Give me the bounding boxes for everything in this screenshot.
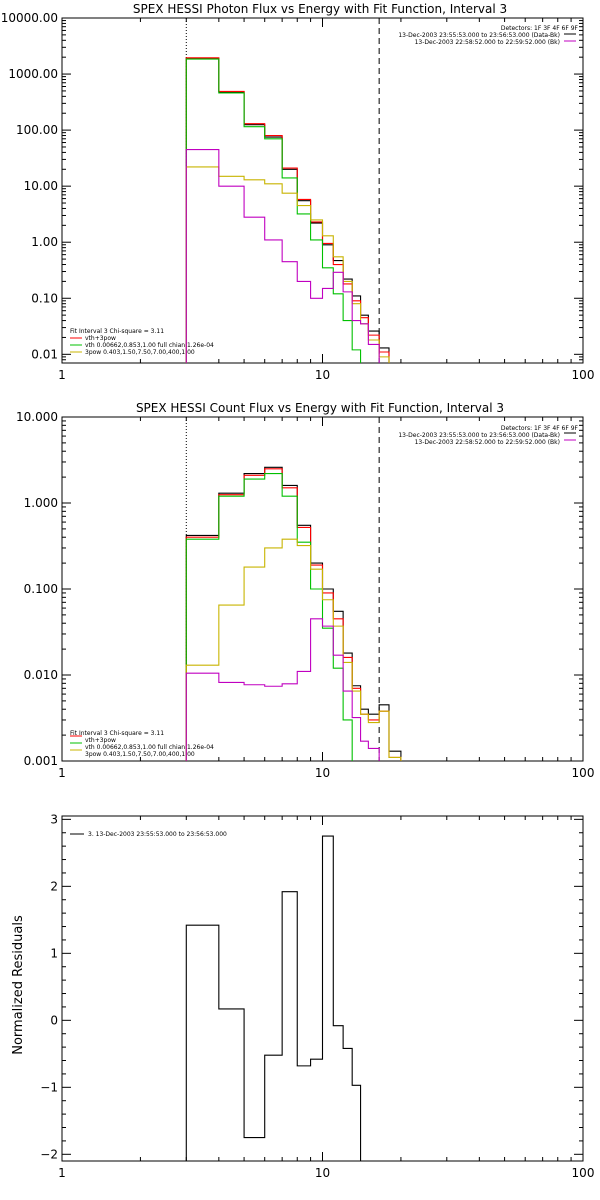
count-flux-x-tick-label: 1 [58, 766, 66, 780]
count-flux-series-0 [185, 466, 402, 761]
count-flux-panel: SPEX HESSI Count Flux vs Energy with Fit… [16, 401, 594, 780]
residuals-series-0 [185, 835, 362, 1161]
count-flux-series-2 [185, 473, 353, 761]
count-flux-header-text: Detectors: 1F 3F 4F 6F 9F [501, 425, 579, 432]
photon-flux-x-tick-label: 1 [58, 368, 66, 382]
photon-flux-fit-legend-total: vth+3pow [85, 335, 116, 342]
count-flux-series-1 [185, 468, 402, 761]
count-flux-y-tick-label: 0.010 [24, 668, 58, 682]
photon-flux-y-tick-label: 1.00 [31, 235, 58, 249]
residuals-y-tick-label: 3 [50, 812, 58, 826]
photon-flux-series-0 [185, 57, 390, 363]
count-flux-y-tick-label: 1.000 [24, 496, 58, 510]
photon-flux-legend-data: 13-Dec-2003 23:55:53.000 to 23:56:53.000… [398, 32, 560, 39]
count-flux-y-tick-label: 10.000 [16, 410, 58, 424]
residuals-panel: Normalized Residuals 3. 13-Dec-2003 23:5… [11, 812, 594, 1180]
photon-flux-series-group [185, 57, 390, 363]
residuals-y-tick-label: −2 [40, 1147, 58, 1161]
photon-flux-legend-bk: 13-Dec-2003 22:58:52.000 to 22:59:52.000… [415, 39, 560, 46]
photon-flux-fit-title: Fit Interval 3 Chi-square = 3.11 [70, 328, 164, 335]
residuals-y-tick-label: 2 [50, 879, 58, 893]
photon-flux-series-2 [185, 58, 362, 363]
residuals-x-tick-label: 1 [58, 1166, 66, 1180]
residuals-x-tick-label: 100 [572, 1166, 595, 1180]
photon-flux-series-1 [185, 57, 390, 363]
residuals-y-tick-label: 1 [50, 946, 58, 960]
count-flux-fit-title: Fit Interval 3 Chi-square = 3.11 [70, 730, 164, 737]
count-flux-fit-legend-vth: vth 0.00662,0.853,1.00 full chian 1.26e-… [85, 744, 214, 751]
photon-flux-fit-legend-3pow: 3pow 0.403,1.50,7.50,7.00,400,1.00 [85, 349, 195, 356]
residuals-legend-label: 3. 13-Dec-2003 23:55:53.000 to 23:56:53.… [88, 831, 227, 838]
photon-flux-y-tick-label: 100.00 [16, 123, 58, 137]
photon-flux-y-tick-label: 10.00 [24, 179, 58, 193]
photon-flux-series-4 [185, 148, 380, 363]
count-flux-title: SPEX HESSI Count Flux vs Energy with Fit… [136, 401, 504, 415]
count-flux-y-tick-label: 0.100 [24, 582, 58, 596]
count-flux-y-tick-label: 0.001 [24, 754, 58, 768]
photon-flux-y-tick-label: 0.10 [31, 291, 58, 305]
count-flux-series-group [185, 466, 402, 761]
count-flux-fit-legend-total: vth+3pow [85, 737, 116, 744]
photon-flux-header-text: Detectors: 1F 3F 4F 6F 9F [501, 25, 579, 32]
photon-flux-series-3 [185, 166, 390, 363]
count-flux-series-3 [185, 538, 402, 761]
photon-flux-x-tick-label: 100 [572, 368, 595, 382]
photon-flux-y-tick-label: 10000.00 [1, 11, 58, 25]
count-flux-legend-bk: 13-Dec-2003 22:58:52.000 to 22:59:52.000… [415, 439, 560, 446]
count-flux-series-4 [185, 618, 380, 761]
residuals-ylabel: Normalized Residuals [11, 915, 26, 1055]
photon-flux-y-tick-label: 0.01 [31, 347, 58, 361]
count-flux-x-tick-label: 100 [572, 766, 595, 780]
photon-flux-y-tick-label: 1000.00 [8, 67, 58, 81]
photon-flux-title: SPEX HESSI Photon Flux vs Energy with Fi… [133, 2, 507, 16]
residuals-y-tick-label: 0 [50, 1013, 58, 1027]
photon-flux-panel: SPEX HESSI Photon Flux vs Energy with Fi… [1, 2, 595, 382]
residuals-y-tick-label: −1 [40, 1080, 58, 1094]
residuals-series-group [185, 835, 362, 1161]
photon-flux-fit-legend-vth: vth 0.00662,0.853,1.00 full chian 1.26e-… [85, 342, 214, 349]
photon-flux-x-tick-label: 10 [315, 368, 330, 382]
count-flux-x-tick-label: 10 [315, 766, 330, 780]
count-flux-fit-legend-3pow: 3pow 0.403,1.50,7.50,7.00,400,1.00 [85, 751, 195, 758]
count-flux-legend-data: 13-Dec-2003 23:55:53.000 to 23:56:53.000… [398, 432, 560, 439]
residuals-x-tick-label: 10 [315, 1166, 330, 1180]
photon-flux-plot-frame [61, 17, 584, 364]
